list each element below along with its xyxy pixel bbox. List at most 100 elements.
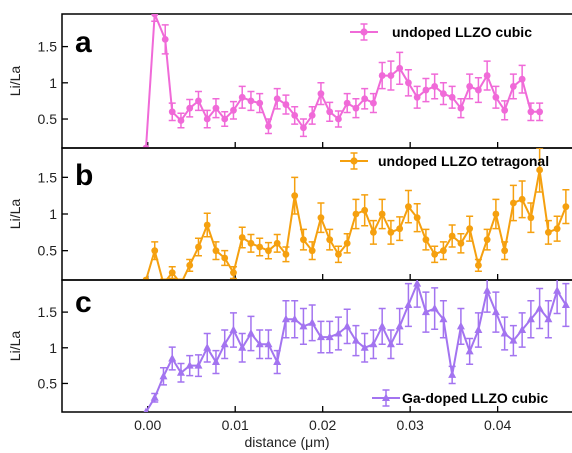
data-point-a: [474, 86, 482, 94]
data-point-c: [194, 361, 203, 369]
data-point-a: [177, 117, 185, 124]
data-point-c: [159, 371, 168, 380]
data-point-a: [387, 72, 395, 79]
data-point-b: [501, 247, 509, 255]
data-point-c: [386, 339, 395, 348]
data-point-c: [535, 304, 544, 312]
data-point-a: [203, 115, 211, 123]
data-point-a: [466, 83, 474, 90]
data-point-b: [457, 239, 465, 247]
data-point-b: [186, 261, 194, 269]
data-point-c: [561, 300, 570, 308]
data-point-a: [282, 101, 290, 108]
data-point-c: [474, 325, 483, 333]
panel-a: a Li/La 0.5 1 1.5 undoped LLZO cubic: [7, 13, 572, 149]
data-point-b: [553, 225, 561, 233]
data-point-b: [448, 232, 456, 240]
data-point-b: [335, 250, 342, 258]
data-point-a: [431, 83, 439, 90]
x-axis-title: distance (μm): [244, 434, 329, 450]
data-point-a: [370, 99, 377, 107]
data-point-a: [405, 79, 412, 87]
data-point-c: [316, 332, 325, 341]
panel-b-y-tick-label: 1: [49, 206, 57, 222]
data-point-c: [255, 339, 264, 348]
data-point-c: [299, 321, 308, 330]
data-point-c: [413, 280, 422, 287]
data-point-b: [317, 214, 325, 222]
data-point-a: [527, 108, 535, 116]
panel-b-letter: b: [75, 159, 93, 192]
data-point-c: [229, 325, 238, 333]
data-point-a: [509, 83, 517, 90]
panel-a-letter: a: [75, 26, 92, 59]
data-point-b: [282, 250, 290, 258]
data-point-b: [474, 261, 482, 269]
data-point-b: [151, 247, 159, 255]
data-point-b: [212, 247, 220, 255]
data-point-a: [186, 104, 194, 112]
data-point-b: [536, 166, 544, 174]
data-point-a: [343, 99, 351, 107]
panel-b-y-tick-label: 1.5: [38, 169, 58, 185]
data-point-b: [178, 280, 185, 287]
x-tick-label: 0.02: [309, 417, 336, 433]
data-point-c: [264, 339, 273, 348]
data-point-c: [491, 307, 500, 316]
data-point-b: [518, 195, 526, 203]
data-point-c: [273, 357, 282, 366]
data-point-c: [465, 346, 474, 355]
data-point-b: [396, 225, 404, 233]
data-point-c: [378, 321, 387, 330]
data-point-a: [457, 104, 465, 112]
data-point-a: [492, 93, 500, 101]
data-point-a: [422, 86, 430, 94]
panel-c-letter: c: [75, 286, 92, 319]
x-tick-label: 0.00: [134, 417, 161, 433]
data-point-b: [422, 236, 430, 244]
data-point-b: [562, 203, 570, 211]
panel-b-legend-label: undoped LLZO tetragonal: [378, 153, 549, 169]
data-point-c: [143, 407, 149, 412]
data-point-c: [281, 314, 290, 323]
data-point-a: [361, 95, 369, 103]
data-point-c: [483, 286, 492, 294]
data-point-a: [518, 75, 526, 83]
data-point-c: [325, 332, 334, 341]
panel-a-y-tick-label: 1.5: [38, 39, 58, 55]
legend-marker-b: [350, 157, 358, 165]
data-point-b: [440, 247, 447, 255]
data-point-c: [448, 370, 457, 378]
data-point-c: [421, 307, 430, 316]
data-point-c: [176, 368, 185, 376]
data-point-b: [230, 269, 237, 277]
data-point-c: [290, 314, 299, 323]
data-point-c: [360, 343, 369, 351]
panel-c-y-tick-label: 1: [49, 340, 57, 356]
data-point-b: [256, 243, 264, 251]
panel-c-legend-label: Ga-doped LLZO cubic: [402, 390, 548, 406]
data-point-a: [396, 64, 404, 72]
series-line-a: [145, 14, 540, 148]
panel-a-y-axis-title: Li/La: [7, 66, 23, 97]
data-point-c: [203, 343, 212, 351]
data-point-b: [431, 250, 439, 258]
data-point-c: [238, 343, 247, 351]
data-point-c: [220, 339, 229, 348]
data-point-b: [509, 199, 517, 207]
data-point-c: [544, 314, 553, 323]
data-point-c: [246, 329, 255, 337]
data-point-c: [211, 357, 220, 366]
data-point-a: [378, 72, 386, 79]
data-point-b: [160, 280, 167, 287]
data-point-a: [168, 108, 176, 116]
panel-b-y-tick-label: 0.5: [38, 243, 58, 259]
data-point-c: [168, 353, 177, 362]
data-point-c: [308, 318, 317, 326]
data-point-c: [395, 321, 404, 330]
data-point-a: [247, 97, 255, 105]
data-point-b: [387, 228, 395, 236]
panel-c: c Li/La 0.5 1 1.5 Ga-doped LLZO cubic: [7, 279, 572, 413]
data-point-a: [238, 93, 246, 101]
